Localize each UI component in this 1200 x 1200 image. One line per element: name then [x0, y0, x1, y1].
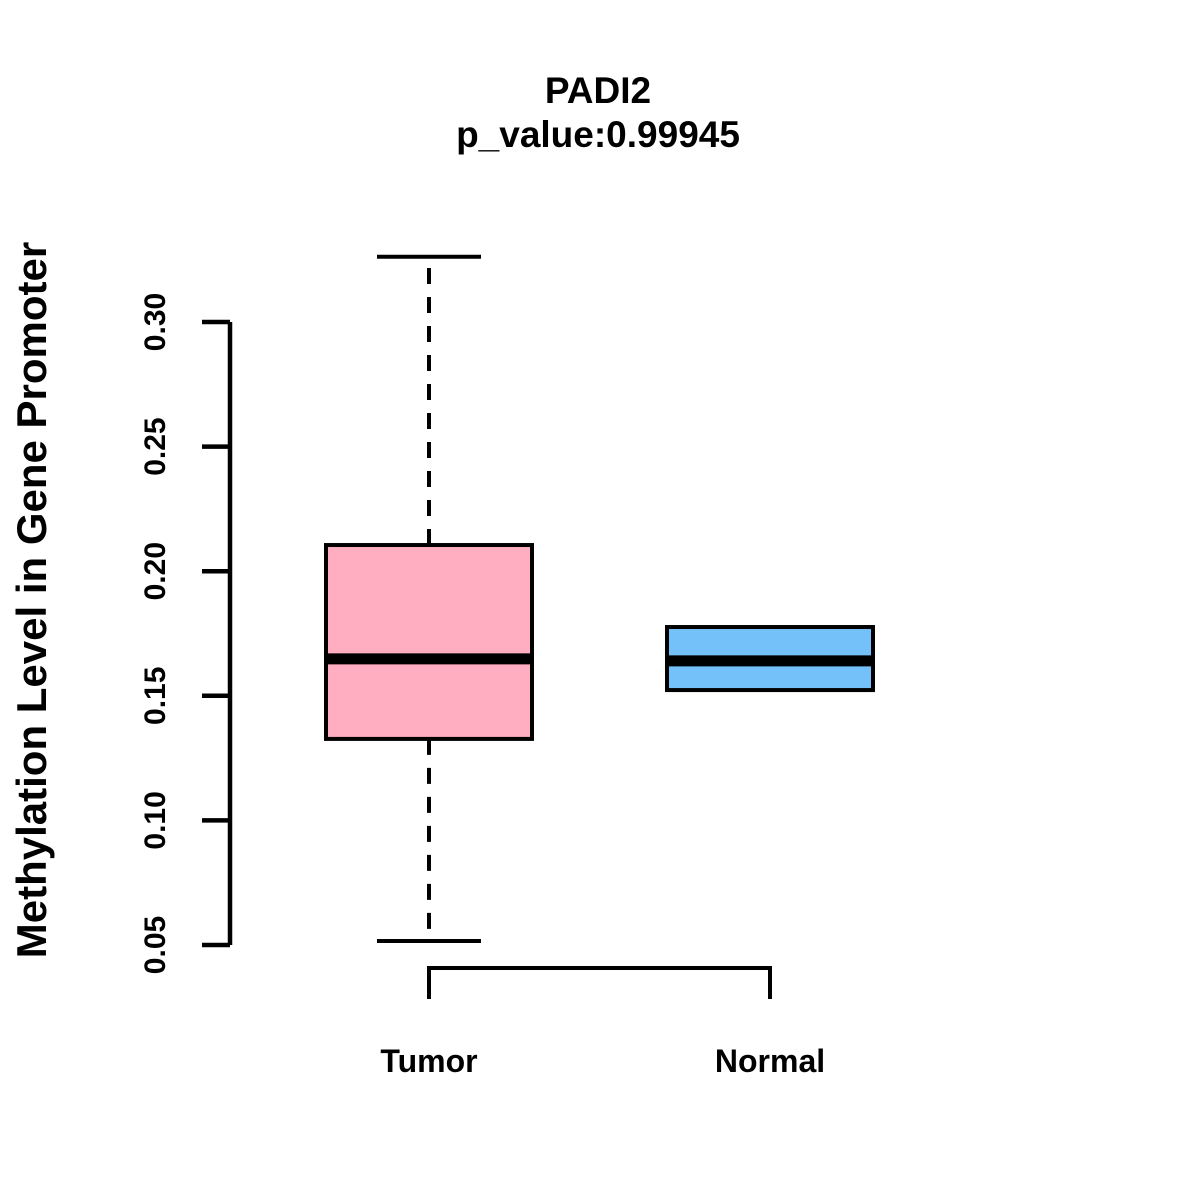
- y-tick-label: 0.05: [139, 916, 172, 974]
- chart-subtitle: p_value:0.99945: [456, 114, 740, 155]
- box-tumor: [324, 543, 534, 741]
- y-tick-label: 0.15: [139, 667, 172, 725]
- x-axis-bracket: [427, 966, 772, 999]
- chart-title: PADI2: [544, 70, 652, 111]
- y-tick-label: 0.25: [139, 417, 172, 475]
- x-category-label-normal: Normal: [715, 1043, 825, 1079]
- y-tick-label: 0.20: [139, 542, 172, 600]
- x-category-label-tumor: Tumor: [380, 1043, 477, 1079]
- y-tick-label: 0.30: [139, 293, 172, 351]
- y-tick-label: 0.10: [139, 791, 172, 849]
